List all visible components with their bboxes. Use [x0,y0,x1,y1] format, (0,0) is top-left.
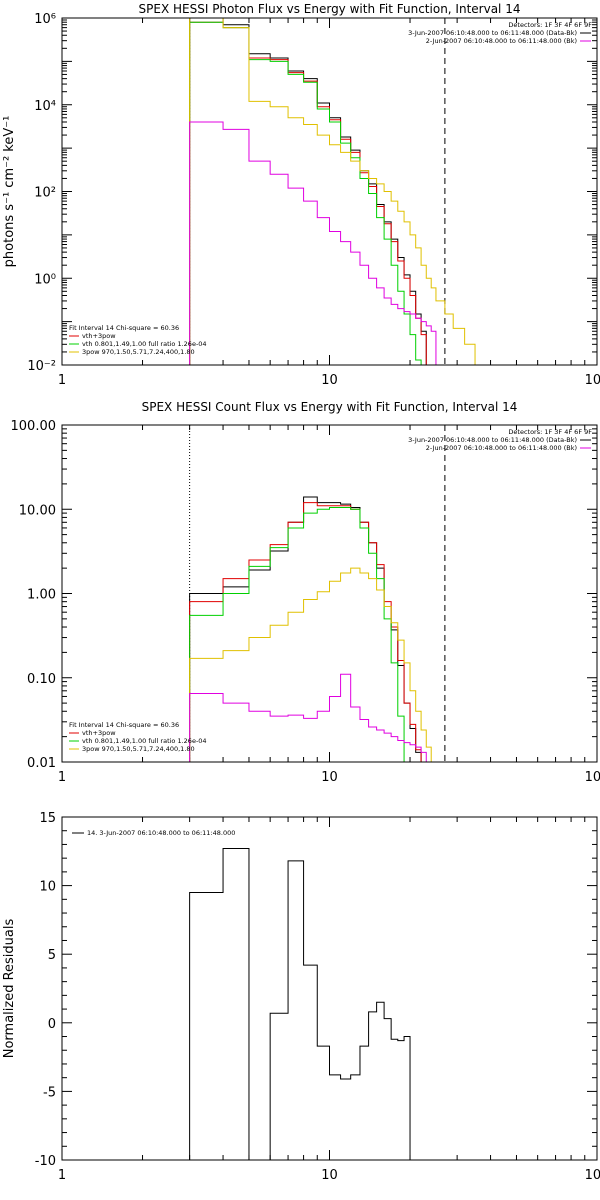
legend-entry-text: 14. 3-Jun-2007 06:10:48.000 to 06:11:48.… [87,829,235,837]
y-axis-label: Normalized Residuals [2,919,17,1059]
axis-ticks [61,816,597,1161]
chart-panel-1: SPEX HESSI Photon Flux vs Energy with Fi… [2,2,600,388]
x-tick-label: 1 [58,1168,66,1183]
x-tick-label: 10 [321,770,338,785]
legend-entry-text: 3pow 970,1.50,5.71,7.24,400,1.80 [82,745,195,753]
series-line-vth [189,21,432,365]
y-tick-label: 0.10 [27,672,56,687]
y-tick-label: 0.01 [27,756,56,771]
series-line-data-bk [189,496,422,762]
y-tick-label: 10.00 [19,503,56,518]
y-tick-label: 10⁴ [34,99,56,114]
legend-entry-text: 3pow 970,1.50,5.71,7.24,400,1.80 [82,348,195,356]
plot-frame [61,424,598,763]
y-axis-label: photons s⁻¹ cm⁻² keV⁻¹ [2,116,17,268]
chart-title: SPEX HESSI Photon Flux vs Energy with Fi… [139,2,521,16]
y-tick-label: 15 [39,811,56,826]
legend-entry-text: vth+3pow [82,332,116,340]
x-tick-label: 10 [321,373,338,388]
chart-panel-3: 1 10 100 -10 -5 0 5 10 15 Normalized Residuals 14.… [2,811,600,1183]
chart-title: SPEX HESSI Count Flux vs Energy with Fit… [142,400,518,414]
legend-entry-text: 3-Jun-2007 06:10:48.000 to 06:11:48.000 … [408,29,577,37]
series-line-3pow [189,18,485,365]
legend-entry-text: vth 0.801,1.49,1.00 full ratio 1.26e-04 [82,340,207,348]
x-tick-label: 100 [585,1168,600,1183]
y-tick-label: -10 [35,1154,56,1169]
y-tick-label: 0 [48,1017,56,1032]
series-line-bk [189,121,437,365]
y-tick-label: 10⁶ [34,12,56,27]
x-tick-label: 1 [58,770,66,785]
series-line-vth-3pow [189,502,422,762]
legend-entry-text: vth+3pow [82,729,116,737]
x-tick-label: 100 [585,373,600,388]
y-tick-label: 100.00 [11,419,57,434]
plot-frame [61,17,598,366]
y-tick-label: 5 [48,948,56,963]
series-line-14 [189,848,411,1160]
legend-header: Detectors: 1F 3F 4F 6F 9F [508,21,592,29]
y-tick-label: 10 [39,880,56,895]
legend-entry-text: vth 0.801,1.49,1.00 full ratio 1.26e-04 [82,737,207,745]
axis-ticks [61,425,597,763]
plot-frame [61,816,598,1161]
y-tick-label: 10² [34,186,56,201]
y-tick-label: -5 [43,1085,56,1100]
series-line-vth [189,506,416,762]
legend-entry-text: 3-Jun-2007 06:10:48.000 to 06:11:48.000 … [408,436,577,444]
series-line-3pow [189,567,445,762]
legend-header: Detectors: 1F 3F 4F 6F 9F [508,428,592,436]
y-tick-label: 1.00 [27,588,56,603]
legend-entry-text: 2-Jun-2007 06:10:48.000 to 06:11:48.000 … [426,37,577,45]
legend-entry-text: 2-Jun-2007 06:10:48.000 to 06:11:48.000 … [426,444,577,452]
series-line-bk [189,673,427,762]
y-tick-label: 10⁻² [27,359,56,374]
x-tick-label: 10 [321,1168,338,1183]
x-tick-label: 100 [585,770,600,785]
chart-panel-2: SPEX HESSI Count Flux vs Energy with Fit… [11,400,600,785]
legend-header: Fit Interval 14 Chi-square = 60.36 [69,324,179,332]
legend-header: Fit Interval 14 Chi-square = 60.36 [69,721,179,729]
x-tick-label: 1 [58,373,66,388]
y-tick-label: 10⁰ [34,272,56,287]
axis-ticks [61,18,597,366]
